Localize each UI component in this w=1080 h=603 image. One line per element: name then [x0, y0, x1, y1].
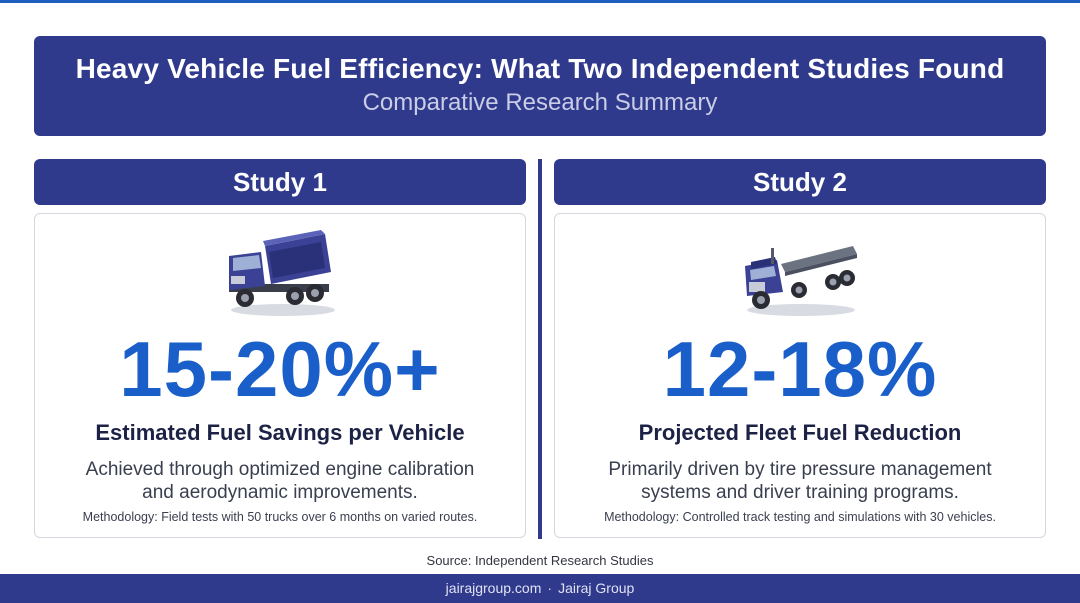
study-2-stat: 12-18% — [662, 325, 938, 413]
study-2-description: Primarily driven by tire pressure manage… — [608, 459, 992, 503]
dump-truck-icon — [229, 230, 335, 316]
footer-separator: · — [547, 580, 553, 596]
study-1-column: Study 1 15-20%+ Estimated Fuel Savings p… — [34, 159, 526, 538]
study-2-card: 12-18% Projected Fleet Fuel Reduction Pr… — [554, 213, 1046, 538]
study-1-heading: Study 1 — [34, 159, 526, 205]
top-accent-line — [0, 0, 1080, 3]
study-1-card: 15-20%+ Estimated Fuel Savings per Vehic… — [34, 213, 526, 538]
study-2-heading: Study 2 — [554, 159, 1046, 205]
footer-company: Jairaj Group — [558, 580, 635, 596]
page-subtitle: Comparative Research Summary — [362, 89, 718, 116]
study-2-methodology: Methodology: Controlled track testing an… — [604, 510, 996, 524]
footer-site-link[interactable]: jairajgroup.com — [445, 580, 542, 596]
study-1-methodology: Methodology: Field tests with 50 trucks … — [82, 510, 478, 524]
footer-bar: jairajgroup.com · Jairaj Group — [0, 574, 1080, 603]
page-title: Heavy Vehicle Fuel Efficiency: What Two … — [75, 53, 1005, 84]
study-2-stat-label: Projected Fleet Fuel Reduction — [638, 420, 962, 445]
study-1-description: Achieved through optimized engine calibr… — [85, 459, 475, 503]
source-note: Source: Independent Research Studies — [426, 553, 654, 568]
study-1-stat-label: Estimated Fuel Savings per Vehicle — [95, 420, 465, 445]
study-2-column: Study 2 12-18% Projected Fleet Fuel Redu… — [554, 159, 1046, 538]
header-banner: Heavy Vehicle Fuel Efficiency: What Two … — [34, 36, 1046, 136]
study-1-stat: 15-20%+ — [119, 325, 441, 413]
flatbed-truck-icon — [745, 246, 857, 316]
column-divider — [538, 159, 542, 539]
